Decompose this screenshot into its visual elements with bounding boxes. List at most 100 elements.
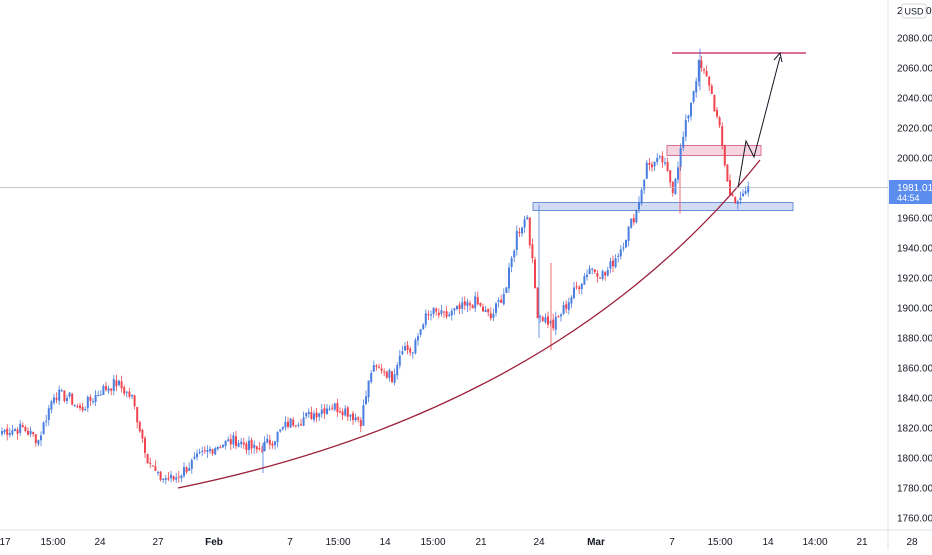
candle-body xyxy=(599,277,601,279)
candle-body xyxy=(131,394,133,397)
candle-body xyxy=(89,397,92,401)
candle-body xyxy=(414,339,417,354)
candle-body xyxy=(60,390,63,392)
candle-body xyxy=(401,351,404,355)
candle-body xyxy=(411,352,414,354)
candle-body xyxy=(3,429,6,433)
candle-body xyxy=(466,301,469,307)
candle-body xyxy=(661,155,664,163)
candle-body xyxy=(378,366,380,368)
time-tick-label: 17 xyxy=(0,537,11,548)
candle-body xyxy=(180,475,183,479)
countdown-value: 44:54 xyxy=(897,193,920,203)
candle-body xyxy=(479,302,482,306)
candle-body xyxy=(201,451,204,453)
candle-body xyxy=(630,218,633,228)
candle-body xyxy=(458,304,461,309)
resistance-zone[interactable] xyxy=(666,145,762,156)
candle-body xyxy=(531,244,534,259)
candle-body xyxy=(453,308,456,311)
last-price-tag xyxy=(889,180,932,204)
candle-body xyxy=(513,250,516,258)
candle-body xyxy=(487,308,490,313)
price-axis[interactable]: 2080.000 2060.000 2040.000 2020.000 2000.000… xyxy=(897,34,932,525)
candle-body xyxy=(703,69,705,71)
candle-body xyxy=(635,210,638,223)
candle-body xyxy=(440,310,443,314)
candle-body xyxy=(167,477,170,480)
candle-body xyxy=(713,94,716,112)
candle-body xyxy=(690,102,692,117)
time-axis[interactable]: 17 15:00 24 27 Feb 7 15:00 14 15:00 21 24 Mar 7 15:00… xyxy=(0,537,918,548)
candle-body xyxy=(388,370,391,378)
candle-body xyxy=(287,421,289,427)
candle-body xyxy=(640,189,643,204)
candle-body xyxy=(747,186,750,193)
candle-body xyxy=(292,419,295,426)
candle-body xyxy=(341,411,344,416)
currency-label: USD xyxy=(904,7,924,17)
candle-body xyxy=(534,259,536,288)
price-tick-label: 2020.000 xyxy=(897,124,932,135)
candle-body xyxy=(734,197,737,204)
parabolic-support-curve[interactable] xyxy=(177,159,761,489)
candle-body xyxy=(380,368,383,371)
price-tick-label: 1860.000 xyxy=(897,364,932,375)
candle-body xyxy=(596,273,599,277)
candle-body xyxy=(375,365,378,367)
candle-body xyxy=(677,167,679,180)
candle-body xyxy=(370,372,373,382)
candle-body xyxy=(718,117,721,126)
candle-body xyxy=(328,408,331,410)
candle-body xyxy=(58,389,61,401)
candle-body xyxy=(359,420,362,427)
candle-body xyxy=(29,430,32,435)
candle-body xyxy=(232,435,235,445)
price-tick-label: 1940.000 xyxy=(897,244,932,255)
candle-body xyxy=(97,394,100,396)
candle-body xyxy=(154,466,157,471)
support-zone[interactable] xyxy=(532,202,794,211)
candle-body xyxy=(235,436,237,446)
candle-body xyxy=(484,309,487,313)
candle-body xyxy=(115,380,118,387)
candle-body xyxy=(151,465,154,467)
candle-body xyxy=(112,379,115,391)
projection-path[interactable] xyxy=(737,56,781,189)
candle-body xyxy=(591,268,594,270)
candle-body xyxy=(136,406,139,423)
candle-body xyxy=(274,441,276,446)
candle-body xyxy=(227,439,230,442)
candle-body xyxy=(323,408,326,414)
candle-body xyxy=(120,381,123,389)
candle-body xyxy=(638,201,640,210)
candle-body xyxy=(653,161,656,167)
candle-body xyxy=(721,126,724,146)
candle-body xyxy=(53,397,55,403)
candle-body xyxy=(385,371,388,378)
currency-badge[interactable] xyxy=(901,3,927,19)
price-tick-label: 1880.000 xyxy=(897,334,932,345)
price-tick-label: 1820.000 xyxy=(897,424,932,435)
candle-body xyxy=(736,201,739,204)
candle-body xyxy=(404,346,406,351)
candle-body xyxy=(648,162,651,165)
candle-body xyxy=(198,452,201,454)
candle-body xyxy=(461,302,464,309)
candle-body xyxy=(578,287,581,289)
candle-body xyxy=(742,193,744,197)
candle-body xyxy=(71,393,74,405)
candle-body xyxy=(695,81,698,93)
candle-body xyxy=(731,194,734,197)
candle-body xyxy=(242,442,245,445)
candle-body xyxy=(84,409,87,411)
candle-body xyxy=(11,430,14,435)
candle-body xyxy=(682,136,685,148)
candle-body xyxy=(357,417,360,420)
candle-body xyxy=(573,287,575,299)
candle-body xyxy=(219,446,222,448)
candle-body xyxy=(305,412,308,417)
candle-body xyxy=(604,272,607,276)
